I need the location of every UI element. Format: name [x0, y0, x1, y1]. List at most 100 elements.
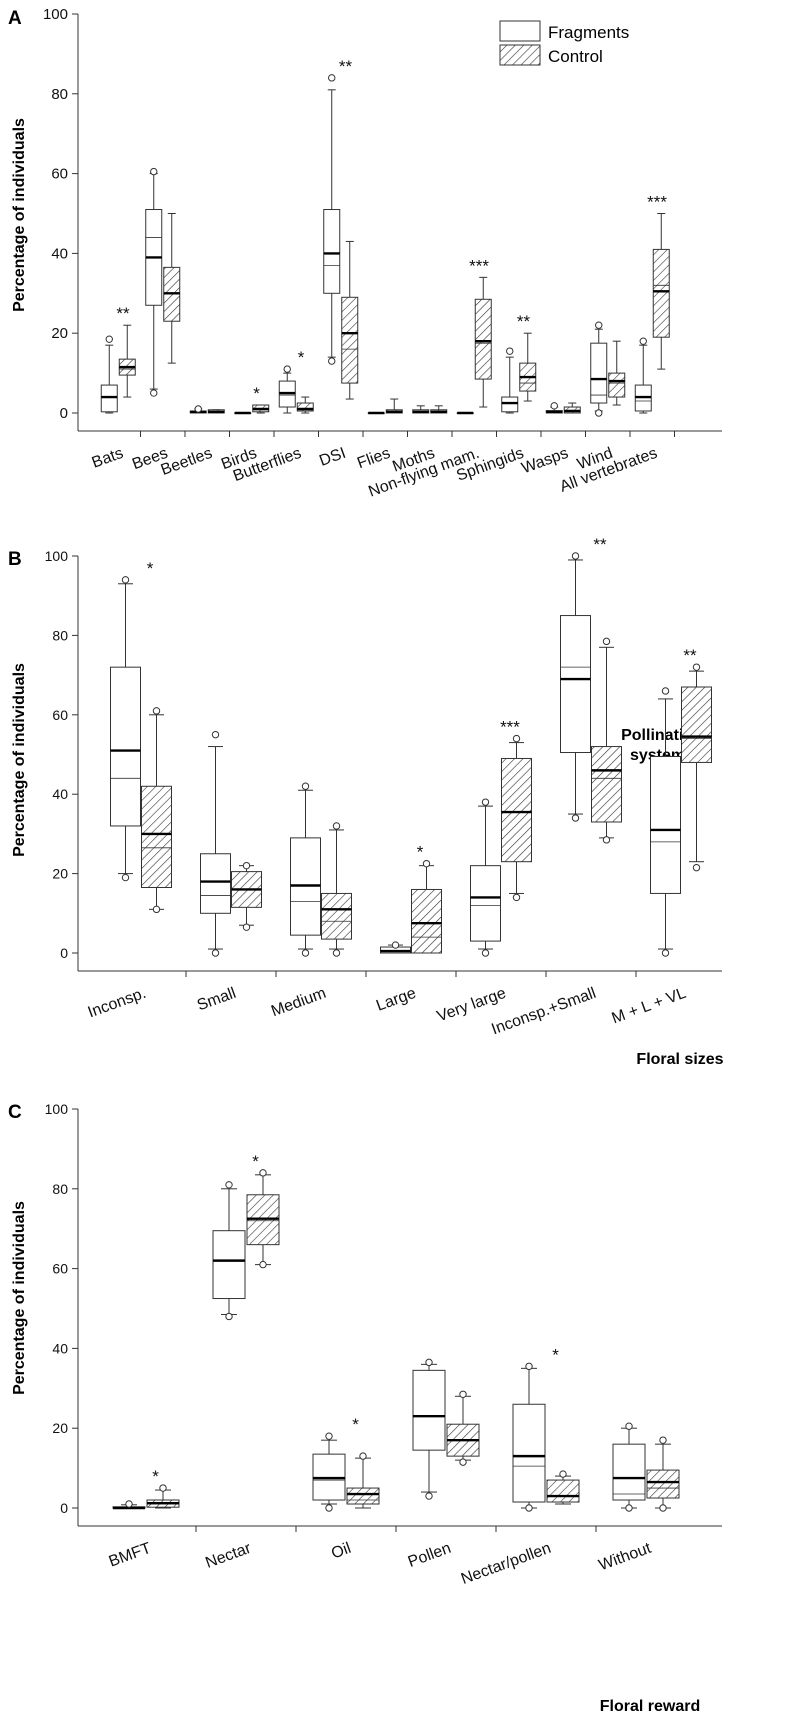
legend-swatch-fragments	[499, 20, 541, 42]
box-fragments	[560, 615, 591, 754]
y-axis-title: Percentage of individuals	[11, 663, 28, 857]
outlier-point	[332, 822, 341, 830]
box-fragments	[323, 209, 341, 294]
outlier-point	[595, 409, 603, 417]
y-axis-title: Percentage of individuals	[11, 1201, 28, 1395]
box-fragments	[501, 396, 519, 413]
box-control	[474, 298, 492, 380]
outlier-point	[571, 552, 580, 560]
outlier-point	[661, 949, 670, 957]
x-tick-label: Wasps	[519, 445, 570, 477]
y-tick-label: 0	[60, 1500, 68, 1516]
legend-label-control: Control	[548, 47, 603, 66]
y-axis-title: Percentage of individuals	[11, 118, 28, 312]
box-fragments	[512, 1403, 546, 1503]
significance-marker: **	[116, 304, 130, 323]
outlier-point	[301, 782, 310, 790]
outlier-point	[602, 836, 611, 844]
outlier-point	[225, 1312, 233, 1321]
outlier-point	[692, 863, 701, 872]
legend-label-fragments: Fragments	[548, 23, 629, 42]
panel-letter: B	[8, 549, 22, 570]
outlier-point	[525, 1504, 533, 1512]
y-tick-label: 60	[52, 707, 68, 723]
outlier-point	[459, 1458, 467, 1466]
x-tick-label: Oil	[329, 1540, 353, 1563]
y-tick-label: 80	[52, 1181, 68, 1197]
x-axis-title: Floral reward	[600, 1698, 700, 1715]
outlier-point	[391, 941, 400, 949]
box-fragments	[412, 1369, 446, 1451]
y-tick-label: 40	[51, 245, 68, 262]
outlier-point	[242, 861, 251, 870]
outlier-point	[525, 1362, 533, 1371]
x-tick-label: Bats	[90, 445, 126, 472]
outlier-point	[639, 337, 647, 345]
outlier-point	[211, 949, 220, 957]
box-control	[501, 757, 532, 863]
outlier-point	[359, 1452, 367, 1460]
outlier-point	[602, 637, 611, 646]
box-control	[411, 888, 442, 954]
significance-marker: **	[517, 312, 531, 331]
box-fragments	[590, 342, 608, 404]
x-tick-label: Inconsp.+Small	[489, 985, 598, 1039]
box-control	[652, 248, 670, 338]
outlier-point	[325, 1504, 333, 1512]
outlier-point	[481, 949, 490, 957]
outlier-point	[625, 1422, 633, 1430]
x-tick-label: Nectar	[203, 1540, 254, 1572]
y-tick-label: 80	[52, 627, 68, 643]
x-tick-label: Inconsp.	[86, 985, 149, 1022]
significance-marker: ***	[469, 256, 489, 275]
outlier-point	[328, 74, 336, 82]
outlier-point	[692, 663, 701, 671]
outlier-point	[425, 1358, 433, 1367]
x-tick-label: Beetles	[159, 445, 215, 479]
outlier-point	[225, 1181, 233, 1189]
outlier-point	[659, 1504, 667, 1512]
outlier-point	[659, 1436, 667, 1444]
y-tick-label: 40	[52, 786, 68, 802]
significance-marker: *	[552, 1345, 559, 1364]
outlier-point	[121, 576, 130, 584]
outlier-point	[512, 734, 521, 743]
outlier-point	[194, 405, 202, 413]
x-tick-label: Without	[597, 1540, 654, 1575]
x-tick-label: Flies	[355, 445, 393, 473]
y-tick-label: 0	[60, 405, 68, 422]
box-control	[681, 686, 712, 763]
x-tick-label: BMFT	[107, 1540, 154, 1571]
box-control	[296, 402, 314, 412]
x-tick-label: Small	[195, 985, 238, 1015]
box-control	[141, 785, 172, 888]
panel-b: B Percentage of individuals Floral sizes…	[8, 535, 724, 1068]
x-tick-label: M + L + VL	[610, 985, 689, 1028]
box-fragments	[212, 1230, 246, 1300]
box-fragments	[470, 865, 501, 942]
outlier-point	[571, 814, 580, 822]
box-fragments	[200, 853, 231, 914]
outlier-point	[150, 389, 158, 397]
outlier-point	[211, 730, 220, 739]
box-control	[346, 1487, 380, 1505]
significance-marker: **	[683, 646, 697, 665]
outlier-point	[283, 365, 291, 373]
outlier-point	[425, 1492, 433, 1500]
significance-marker: **	[339, 57, 353, 76]
x-axis-title: Floral sizes	[636, 1051, 723, 1068]
x-tick-label: Medium	[269, 985, 328, 1020]
outlier-point	[459, 1390, 467, 1398]
outlier-point	[159, 1484, 167, 1492]
significance-marker: *	[417, 843, 424, 862]
x-tick-label: Pollen	[406, 1540, 454, 1571]
x-tick-label: Nectar/pollen	[459, 1540, 553, 1588]
box-control	[341, 296, 359, 384]
significance-marker: ***	[647, 193, 667, 212]
box-control	[608, 372, 626, 398]
outlier-point	[332, 949, 341, 957]
box-control	[591, 746, 622, 823]
box-fragments	[110, 666, 141, 827]
outlier-point	[422, 859, 431, 868]
